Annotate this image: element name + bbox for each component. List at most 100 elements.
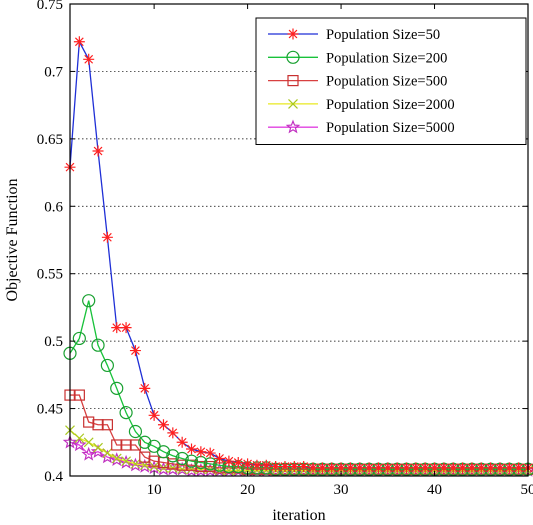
legend-marker xyxy=(287,74,299,87)
data-point xyxy=(475,462,487,474)
data-point xyxy=(335,462,347,474)
data-point xyxy=(81,446,96,461)
data-point xyxy=(119,406,133,420)
x-axis-label: iteration xyxy=(272,507,325,524)
legend-label: Population Size=200 xyxy=(326,50,447,66)
y-tick-label: 0.6 xyxy=(44,199,63,215)
data-point xyxy=(166,449,180,463)
data-point xyxy=(251,459,263,471)
plot-frame xyxy=(69,3,529,477)
legend-marker xyxy=(286,50,300,64)
legend-entry: Population Size=500 xyxy=(268,74,447,90)
data-point xyxy=(316,462,328,474)
data-point xyxy=(92,145,104,157)
data-point xyxy=(120,439,132,451)
data-point xyxy=(354,462,366,474)
legend-label: Population Size=50 xyxy=(326,27,440,43)
data-point xyxy=(391,462,403,474)
data-point xyxy=(101,419,113,431)
data-point xyxy=(176,436,188,448)
data-point xyxy=(298,461,310,473)
data-point xyxy=(92,419,104,431)
x-tick-label: 40 xyxy=(427,482,442,498)
x-tick-label: 30 xyxy=(334,482,349,498)
data-point xyxy=(175,451,189,466)
x-tick-label: 20 xyxy=(240,482,255,498)
data-point xyxy=(129,439,142,451)
data-point xyxy=(242,458,254,470)
data-point xyxy=(494,462,506,474)
series-2 xyxy=(63,294,533,476)
legend-marker xyxy=(287,28,299,40)
data-point xyxy=(157,419,169,431)
data-point xyxy=(138,435,152,449)
data-point xyxy=(156,445,171,459)
data-point xyxy=(214,452,226,464)
y-axis-label: Objective Function xyxy=(4,178,21,301)
y-tick-label: 0.55 xyxy=(37,267,63,283)
data-point xyxy=(111,439,123,451)
y-tick-label: 0.5 xyxy=(44,334,63,350)
data-point xyxy=(184,454,199,468)
x-tick-label: 10 xyxy=(147,482,162,498)
data-point xyxy=(83,416,95,428)
legend-label: Population Size=5000 xyxy=(326,120,455,136)
data-point xyxy=(167,458,179,470)
legend-entry: Population Size=200 xyxy=(268,50,447,66)
data-point xyxy=(438,462,450,474)
legend-label: Population Size=500 xyxy=(326,74,447,90)
data-point xyxy=(102,448,113,458)
y-tick-label: 0.4 xyxy=(44,469,63,485)
series-layer xyxy=(62,36,533,477)
legend-entry: Population Size=5000 xyxy=(268,119,455,136)
data-point xyxy=(177,464,188,475)
data-point xyxy=(93,442,103,453)
legend-entry: Population Size=2000 xyxy=(268,97,455,113)
data-point xyxy=(429,462,441,474)
data-point xyxy=(400,462,412,474)
data-point xyxy=(83,53,95,65)
data-point xyxy=(73,36,85,48)
data-point xyxy=(485,462,497,474)
legend: Population Size=50 Population Size=200 Pop… xyxy=(255,17,527,145)
data-point xyxy=(139,451,151,463)
data-point xyxy=(372,462,384,474)
data-point xyxy=(148,409,160,421)
data-point xyxy=(326,462,338,474)
data-point xyxy=(270,461,282,473)
data-point xyxy=(121,456,132,467)
legend-entry: Population Size=50 xyxy=(268,27,440,43)
data-point xyxy=(363,462,375,474)
y-tick-label: 0.45 xyxy=(37,402,63,418)
data-point xyxy=(73,389,85,401)
data-point xyxy=(410,462,422,474)
data-point xyxy=(307,462,319,474)
data-point xyxy=(382,462,394,474)
data-point xyxy=(72,331,86,346)
series-1 xyxy=(64,36,533,474)
data-point xyxy=(101,231,113,243)
data-point xyxy=(186,443,198,455)
legend-marker xyxy=(288,98,298,109)
data-point xyxy=(503,462,515,474)
data-point xyxy=(223,455,235,467)
data-point xyxy=(195,446,207,458)
data-point xyxy=(130,458,141,469)
data-point xyxy=(139,382,151,394)
data-point xyxy=(128,424,143,439)
data-point xyxy=(74,433,85,444)
data-point xyxy=(82,294,96,308)
legend-label: Population Size=2000 xyxy=(326,97,455,113)
legend-marker xyxy=(285,119,301,134)
data-point xyxy=(120,322,132,334)
data-point xyxy=(447,462,459,474)
data-point xyxy=(457,462,469,474)
data-point xyxy=(83,437,94,448)
data-point xyxy=(344,462,356,474)
data-point xyxy=(100,358,114,373)
data-point xyxy=(91,338,105,352)
data-point xyxy=(111,453,122,464)
data-point xyxy=(466,462,478,474)
data-point xyxy=(279,461,291,473)
